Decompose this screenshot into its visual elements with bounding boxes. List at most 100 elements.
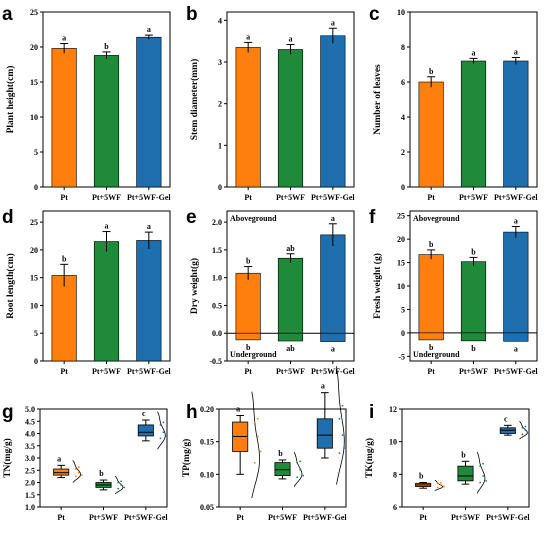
y-tick-label: 25: [30, 8, 38, 17]
bar-underground: [320, 332, 346, 342]
annotation-aboveground: Aboveground: [230, 214, 277, 223]
data-point: [123, 486, 126, 489]
data-point: [442, 485, 445, 488]
category-label: Pt+5WF-Gel: [494, 367, 538, 376]
significance-letter: a: [147, 25, 151, 34]
y-tick-label: 1.0: [25, 503, 35, 512]
data-point: [527, 432, 530, 435]
data-point: [485, 479, 488, 482]
violin-outline: [157, 411, 166, 450]
category-label: Pt: [236, 513, 244, 522]
y-tick-label: 10: [397, 282, 405, 291]
significance-letter: ab: [286, 244, 295, 253]
y-axis-label: Stem diameter(mm): [189, 59, 200, 141]
category-label: Pt+5WF: [459, 193, 488, 202]
y-tick-label: 1.0: [212, 274, 222, 283]
data-point: [117, 487, 120, 490]
y-tick-label: 15: [30, 78, 38, 87]
y-tick-label: 1.5: [25, 491, 35, 500]
annotation-aboveground: Aboveground: [413, 214, 460, 223]
bar: [320, 35, 346, 188]
y-tick-label: 0.05: [200, 503, 214, 512]
panel-label: b: [186, 4, 198, 25]
y-axis-label: TP(mg/g): [181, 439, 192, 478]
y-axis-label: Fresh weight (g): [372, 253, 383, 319]
y-axis-label: Number of leaves: [373, 64, 383, 135]
panel-label: h: [186, 402, 198, 423]
significance-letter: a: [514, 216, 518, 225]
significance-letter: a: [514, 48, 518, 57]
bar-underground: [277, 332, 304, 342]
significance-letter: b: [62, 254, 67, 263]
data-point: [77, 471, 80, 474]
y-tick-label: 12: [389, 405, 397, 414]
category-label: Pt+5WF-Gel: [311, 193, 355, 202]
y-tick-label: 2.0: [212, 218, 222, 227]
violin-outline: [336, 366, 345, 485]
y-tick-label: 10: [30, 301, 38, 310]
y-tick-label: 1.5: [212, 246, 222, 255]
significance-letter: a: [236, 405, 240, 414]
significance-letter: a: [331, 214, 335, 223]
y-tick-label: 10: [389, 438, 397, 447]
chart-panel-a: a 0 5 10 15 20 25 Plant height(cm) Pt Pt+5WF Pt+5W…: [2, 4, 171, 202]
violin-outline: [72, 460, 82, 483]
y-axis-label: Dry weight(g): [189, 258, 200, 314]
data-point: [341, 434, 344, 437]
bar: [136, 240, 162, 362]
data-point: [165, 435, 168, 437]
panel-label: f: [369, 207, 376, 228]
category-label: Pt: [244, 367, 252, 376]
significance-letter-underground: b: [471, 344, 476, 353]
category-label: Pt+5WF: [268, 513, 297, 522]
data-point: [253, 462, 256, 464]
data-point: [253, 421, 256, 423]
data-point: [479, 481, 482, 484]
significance-letter-underground: a: [331, 345, 335, 354]
y-tick-label: 1: [218, 141, 222, 150]
significance-letter: b: [429, 67, 434, 76]
category-label: Pt: [427, 367, 435, 376]
y-tick-label: 2.5: [25, 466, 35, 475]
significance-letter: a: [331, 18, 335, 27]
significance-letter: a: [105, 222, 109, 231]
y-tick-label: 3: [218, 58, 222, 67]
data-point: [256, 435, 259, 438]
significance-letter: a: [472, 48, 476, 57]
panel-label: d: [2, 207, 14, 228]
y-tick-label: 0.20: [200, 405, 214, 414]
bar-underground: [460, 332, 487, 342]
y-tick-label: 4: [401, 113, 405, 122]
data-point: [299, 468, 302, 471]
y-tick-label: 25: [30, 218, 38, 227]
data-point: [482, 462, 485, 465]
panel-label: c: [369, 4, 380, 25]
y-tick-label: 10: [30, 113, 38, 122]
chart-panel-e: e -0.5 0.0 0.5 1.0 1.5 2.0 Dry weight(g) Pt Pt+5W…: [186, 207, 355, 376]
box: [457, 465, 474, 482]
category-label: Pt: [57, 513, 65, 522]
data-point: [120, 480, 123, 483]
significance-letter: b: [246, 257, 251, 266]
category-label: Pt+5WF-Gel: [486, 513, 530, 522]
bar: [503, 60, 529, 188]
y-tick-label: 20: [397, 235, 405, 244]
panel-label: g: [2, 402, 14, 423]
box: [274, 462, 291, 477]
data-point: [436, 486, 439, 489]
data-point: [521, 426, 524, 429]
y-tick-label: 0.5: [212, 301, 222, 310]
significance-letter: a: [321, 382, 325, 391]
y-axis-label: Plant height(cm): [5, 66, 16, 134]
y-tick-label: 3.0: [25, 454, 35, 463]
data-point: [521, 433, 524, 436]
significance-letter-underground: b: [429, 343, 434, 352]
significance-letter: b: [99, 469, 104, 478]
significance-letter: b: [104, 42, 109, 51]
y-tick-label: 25: [397, 212, 405, 221]
significance-letter: b: [471, 247, 476, 256]
y-axis-label: TN(mg/g): [2, 438, 13, 478]
y-tick-label: 0: [401, 183, 405, 192]
y-tick-label: 10: [397, 8, 405, 17]
